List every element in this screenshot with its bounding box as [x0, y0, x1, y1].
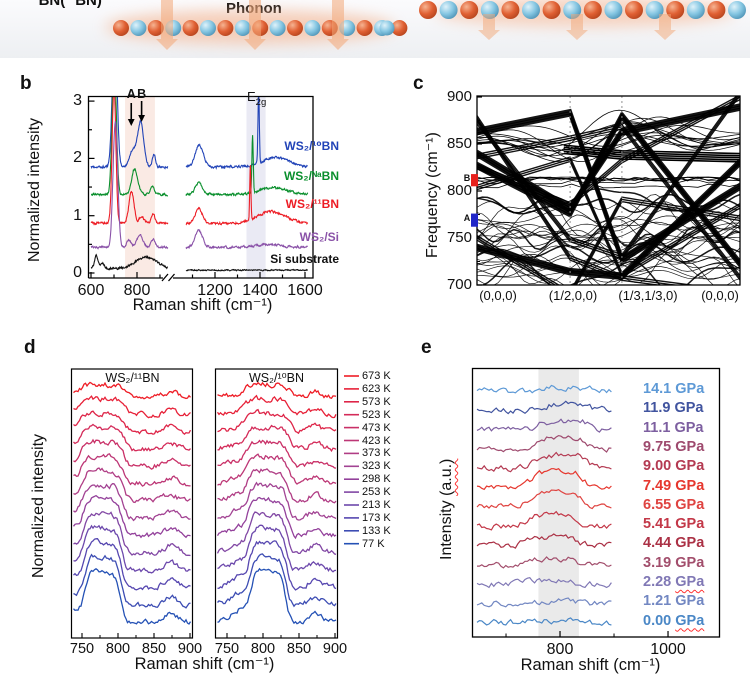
d-x-tick: 900	[177, 641, 203, 657]
d-x-tick: 800	[105, 641, 131, 657]
b-series-label: Si substrate	[270, 252, 339, 266]
d-legend-77K: 77 K	[362, 537, 385, 550]
c-x-tick: (1/3,1/3,0)	[618, 288, 678, 303]
e-y-title-text: Intensity	[438, 495, 455, 560]
b-annotation-B: B	[137, 87, 147, 101]
e-x-tick: 1000	[650, 641, 686, 658]
c-y-tick: 750	[446, 229, 472, 246]
e-pressure-label: 6.55 GPa	[643, 496, 705, 513]
b-series-label: WS₂/ᴺᵃBN	[283, 169, 339, 183]
panel-letter-d: d	[24, 337, 36, 358]
e-y-axis-title: Intensity (a.u.)	[438, 459, 456, 560]
b-y-axis-title: Normalized intensity	[26, 117, 43, 262]
d-legend-623K: 623 K	[362, 382, 391, 395]
d-legend-373K: 373 K	[362, 447, 391, 460]
e-pressure-label: 11.9 GPa	[643, 400, 704, 417]
d-x-tick: 900	[322, 641, 348, 657]
c-x-tick: (0,0,0)	[701, 288, 739, 303]
isotope-label: ¹⁰BN(¹¹BN)	[27, 0, 102, 9]
b-x-tick: 800	[123, 282, 151, 299]
e-x-axis-title: Raman shift (cm⁻¹)	[520, 656, 661, 674]
d-left-title: WS₂/¹¹BN	[105, 371, 160, 385]
panel-letter-b: b	[20, 73, 32, 94]
e-pressure-label: 14.1 GPa	[643, 381, 705, 397]
b-series-label: WS₂/¹¹BN	[285, 197, 339, 211]
d-legend-213K: 213 K	[362, 499, 391, 511]
d-legend-523K: 523 K	[362, 408, 391, 421]
e2g-main: E	[247, 89, 256, 104]
e-pressure-label: 2.28 GPa	[643, 574, 705, 590]
b-y-tick: 0	[73, 264, 82, 281]
b-y-tick: 3	[73, 92, 82, 110]
d-x-tick: 850	[141, 641, 167, 657]
b-series-label: WS₂/Si	[299, 230, 339, 244]
d-x-tick: 800	[250, 641, 276, 657]
d-x-tick: 750	[69, 641, 95, 657]
b-annotation-A: A	[126, 87, 136, 101]
e-pressure-label: 9.00 GPa	[643, 458, 705, 475]
e-x-tick: 800	[546, 641, 574, 658]
panel-letter-e: e	[421, 337, 432, 358]
d-legend-673K: 673 K	[362, 370, 391, 382]
c-y-tick: 850	[446, 135, 472, 152]
b-x-tick: 1600	[287, 282, 323, 299]
d-x-tick: 750	[214, 641, 240, 657]
b-x-axis-title: Raman shift (cm⁻¹)	[132, 296, 273, 314]
e2g-annotation: E2g	[247, 89, 267, 108]
e-pressure-label: 1.21 GPa	[643, 593, 705, 610]
e-pressure-label: 3.19 GPa	[643, 554, 705, 571]
b-x-tick: 600	[77, 282, 105, 299]
d-right-title: WS₂/¹⁰BN	[249, 371, 304, 385]
e-y-title-au: (a.u.)	[438, 458, 455, 496]
c-x-tick: (1/2,0,0)	[548, 288, 598, 303]
d-legend-423K: 423 K	[362, 434, 391, 447]
b-x-tick: 1200	[197, 282, 233, 299]
d-legend-253K: 253 K	[362, 486, 391, 499]
d-y-axis-title: Normalized intensity	[30, 433, 47, 578]
c-x-tick: (0,0,0)	[479, 288, 517, 303]
e-pressure-label: 0.00 GPa	[643, 612, 705, 629]
d-legend-298K: 298 K	[362, 473, 391, 486]
d-legend-133K: 133 K	[362, 524, 391, 537]
c-y-tick: 800	[446, 182, 472, 199]
d-x-axis-title: Raman shift (cm⁻¹)	[134, 655, 275, 673]
d-legend-323K: 323 K	[362, 460, 391, 473]
b-y-tick: 1	[73, 206, 82, 224]
e-pressure-label: 4.44 GPa	[643, 535, 705, 552]
e-pressure-label: 9.75 GPa	[643, 438, 705, 455]
e-pressure-label: 11.1 GPa	[643, 419, 704, 436]
b-x-tick: 1400	[242, 282, 278, 299]
c-y-tick: 900	[446, 88, 472, 105]
b-y-tick: 2	[73, 149, 82, 167]
d-x-tick: 850	[286, 641, 312, 657]
e2g-sub: 2g	[255, 97, 267, 108]
d-legend-173K: 173 K	[362, 511, 391, 524]
e-pressure-label: 5.41 GPa	[643, 516, 705, 533]
c-marker-B: B	[463, 173, 471, 184]
d-legend-473K: 473 K	[362, 421, 391, 434]
c-marker-A: A	[463, 213, 471, 224]
b-series-label: WS₂/¹⁰BN	[284, 139, 339, 153]
e-pressure-label: 7.49 GPa	[643, 477, 705, 494]
c-y-tick: 700	[446, 276, 472, 293]
panel-letter-c: c	[413, 73, 424, 94]
d-legend-573K: 573 K	[362, 395, 391, 408]
